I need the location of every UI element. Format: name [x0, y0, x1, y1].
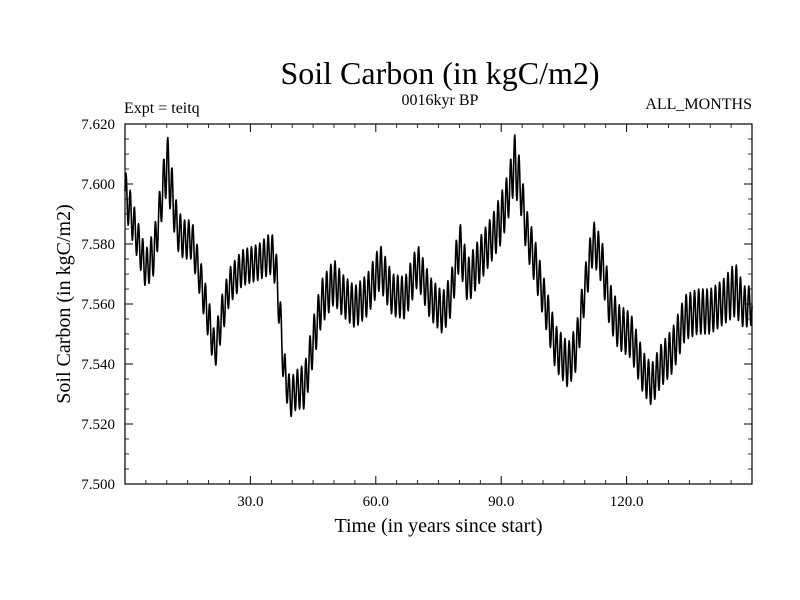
- y-tick-label: 7.580: [81, 237, 115, 253]
- y-tick-label: 7.600: [81, 177, 115, 193]
- y-tick-label: 7.540: [81, 357, 115, 373]
- y-tick-label: 7.500: [81, 477, 115, 493]
- months-label: ALL_MONTHS: [645, 96, 752, 113]
- y-axis-title: Soil Carbon (in kgC/m2): [53, 204, 75, 403]
- x-tick-label: 120.0: [610, 494, 644, 510]
- series-line-soil-carbon: [124, 134, 753, 418]
- y-tick-label: 7.620: [81, 117, 115, 133]
- x-tick-label: 30.0: [237, 494, 263, 510]
- x-tick-label: 60.0: [363, 494, 389, 510]
- x-tick-label: 90.0: [488, 494, 514, 510]
- y-tick-label: 7.560: [81, 297, 115, 313]
- y-tick-label: 7.520: [81, 417, 115, 433]
- chart-title: Soil Carbon (in kgC/m2): [280, 55, 600, 91]
- experiment-label: Expt = teitq: [124, 100, 200, 117]
- chart-subtitle: 0016kyr BP: [401, 92, 479, 109]
- x-axis-title: Time (in years since start): [334, 515, 542, 537]
